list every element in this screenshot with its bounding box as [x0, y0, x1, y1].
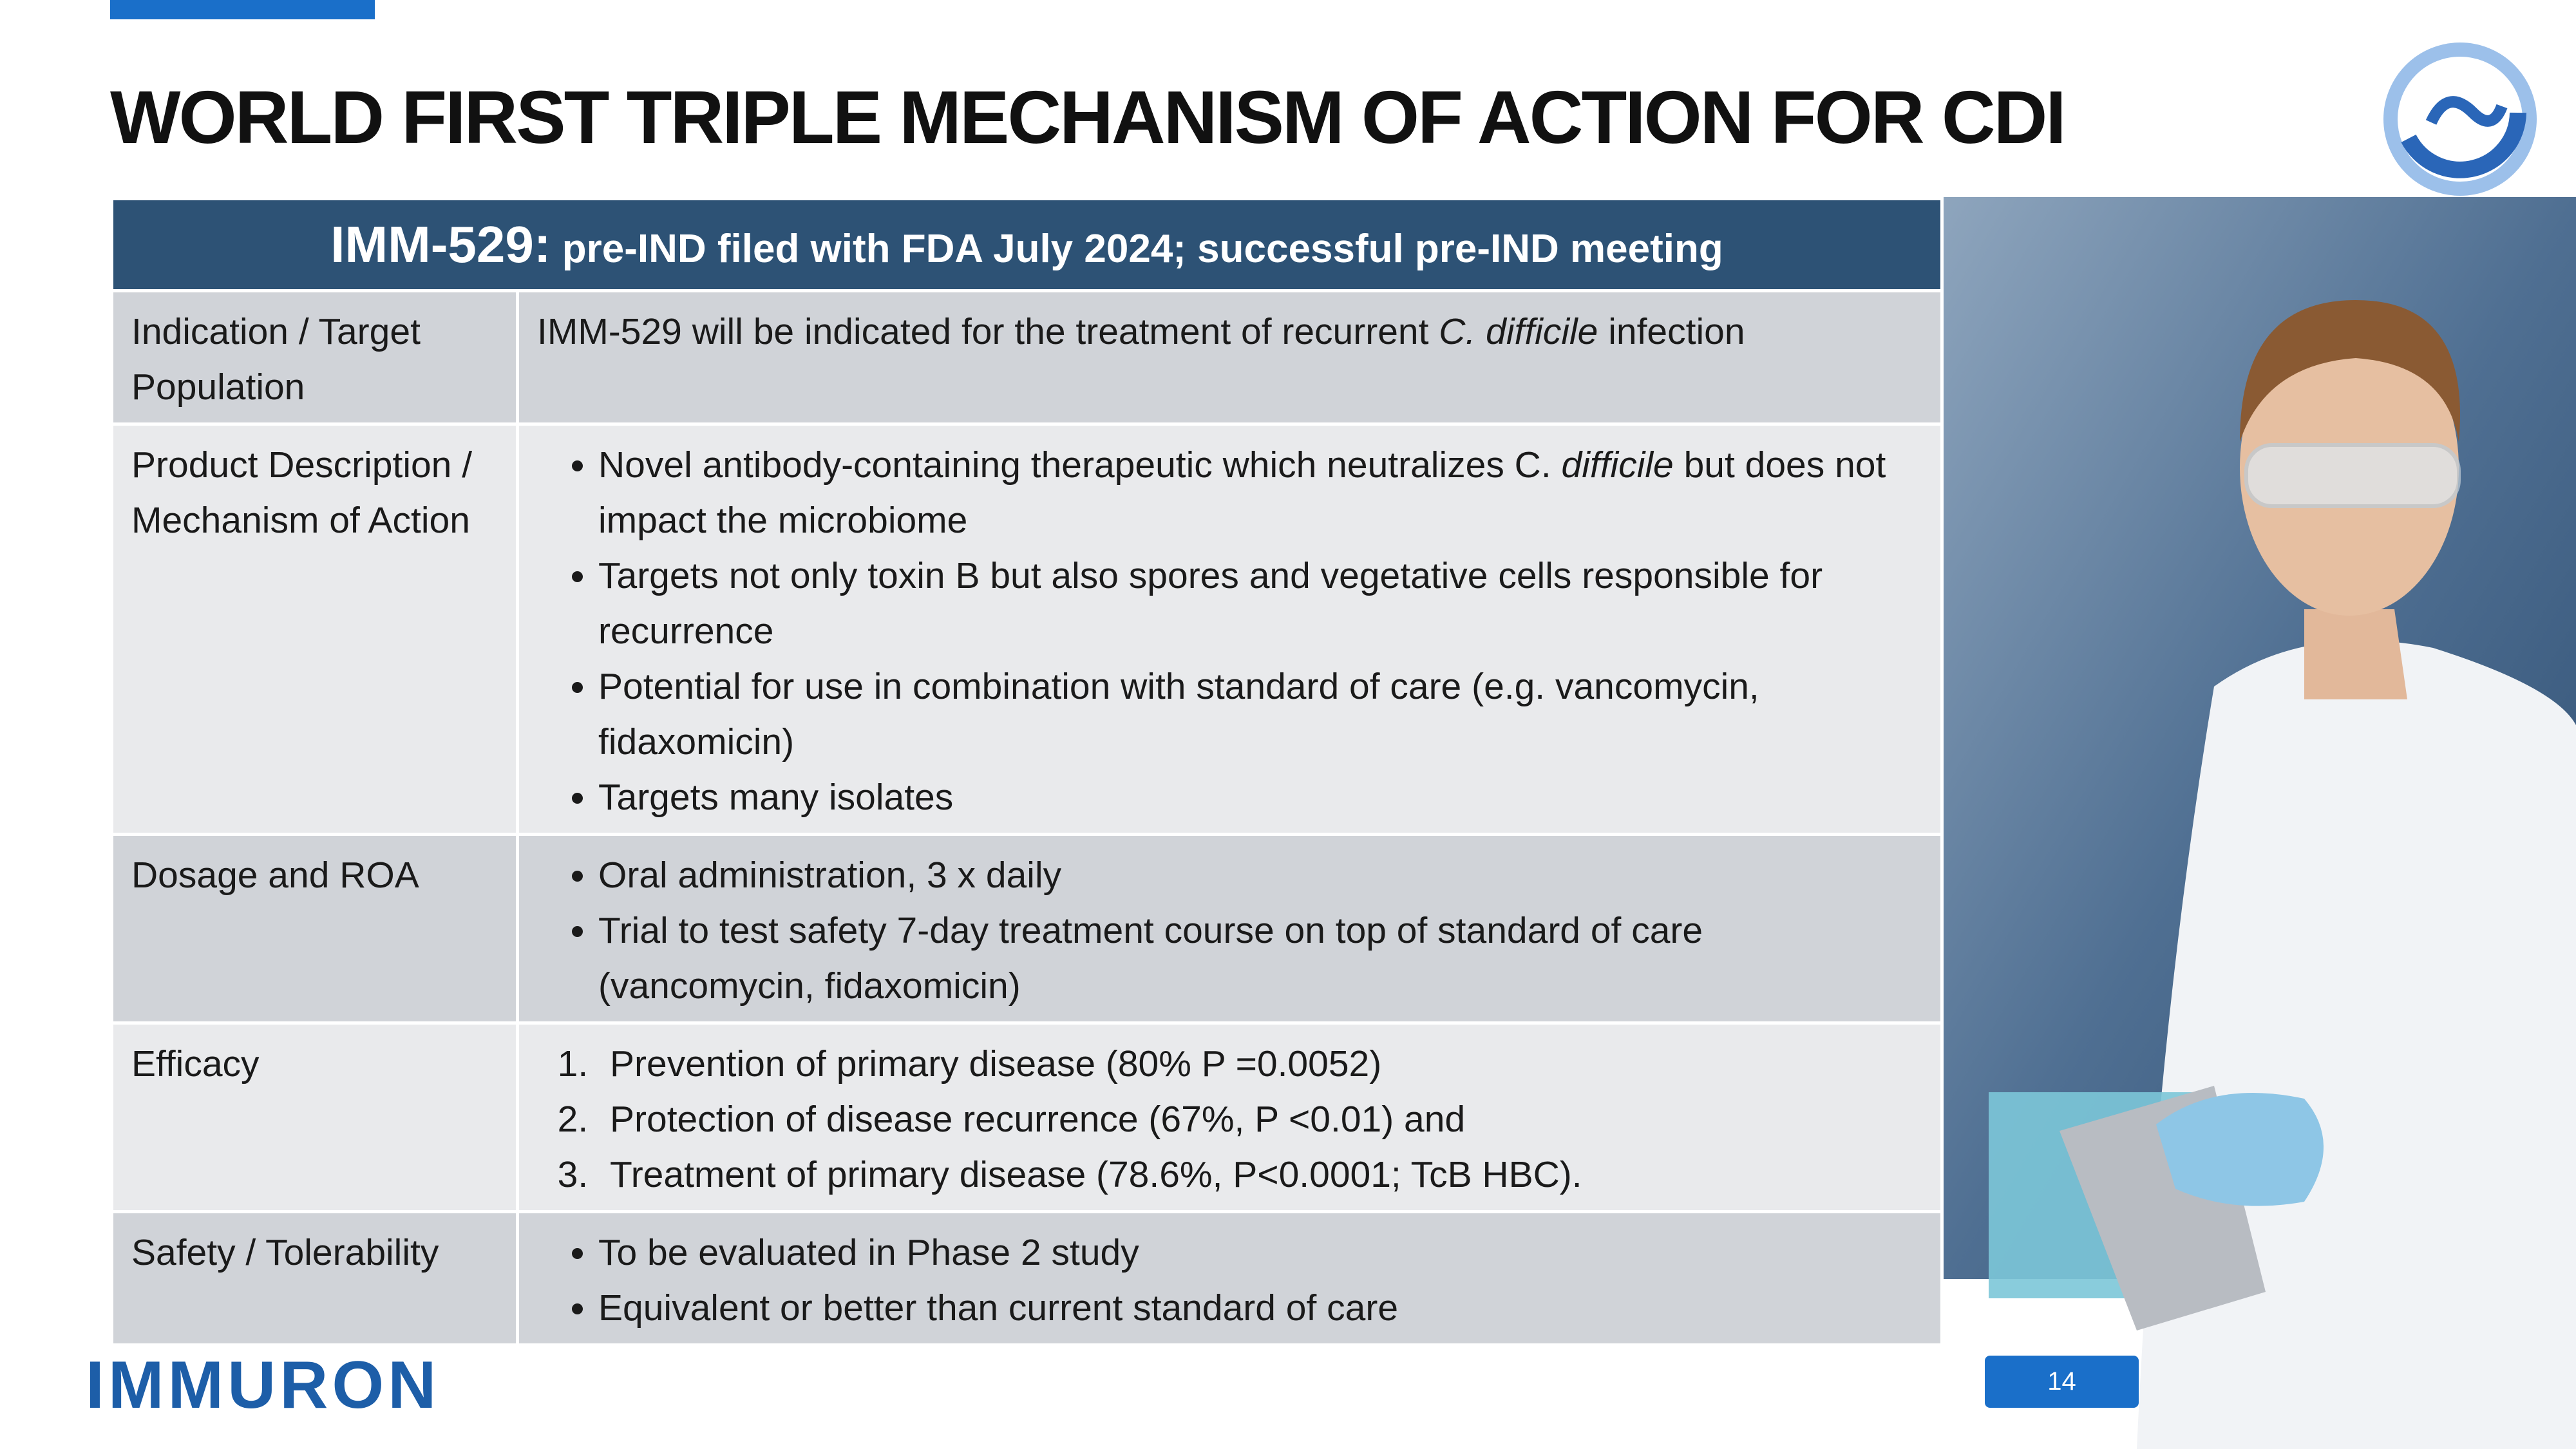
list-item: Prevention of primary disease (80% P =0.…	[598, 1036, 1924, 1092]
list-item: Equivalent or better than current standa…	[598, 1280, 1924, 1336]
text: Trial to test safety 7-day treatment cou…	[598, 910, 1703, 1007]
italic-text: C. difficile	[1439, 311, 1598, 352]
slide-title: WORLD FIRST TRIPLE MECHANISM OF ACTION F…	[110, 75, 2067, 159]
list-item: Potential for use in combination with st…	[598, 659, 1924, 770]
text: Targets not only toxin B but also spores…	[598, 555, 1823, 652]
text: Treatment of primary disease (78.6%, P<0…	[610, 1154, 1582, 1195]
photo	[1944, 197, 2576, 1449]
company-logo: IMMURON	[86, 1348, 440, 1423]
row-content: Prevention of primary disease (80% P =0.…	[516, 1021, 1944, 1213]
row-content: IMM-529 will be indicated for the treatm…	[516, 289, 1944, 426]
row-label: Product Description / Mechanism of Actio…	[110, 422, 519, 836]
row-content: Novel antibody-containing therapeutic wh…	[516, 422, 1944, 836]
accent-bar	[110, 0, 375, 19]
list-item: Novel antibody-containing therapeutic wh…	[598, 437, 1924, 548]
list-item: Oral administration, 3 x daily	[598, 848, 1924, 903]
list: To be evaluated in Phase 2 study Equivale…	[537, 1225, 1924, 1336]
corner-logo	[2383, 43, 2537, 196]
text: Novel antibody-containing therapeutic wh…	[598, 444, 1562, 486]
list-item: Treatment of primary disease (78.6%, P<0…	[598, 1147, 1924, 1202]
table-row: Indication / Target Population IMM-529 wi…	[110, 289, 1944, 426]
list: Oral administration, 3 x daily Trial to t…	[537, 848, 1924, 1014]
text: infection	[1598, 311, 1745, 352]
text: Targets many isolates	[598, 777, 954, 818]
table-row: Safety / TolerabilityTo be evaluated in …	[110, 1210, 1944, 1347]
list-item: Targets many isolates	[598, 770, 1924, 825]
row-label: Indication / Target Population	[110, 289, 519, 426]
list: Novel antibody-containing therapeutic wh…	[537, 437, 1924, 825]
text: IMM-529 will be indicated for the treatm…	[537, 311, 1439, 352]
header-text: pre-IND filed with FDA July 2024; succes…	[562, 227, 1723, 271]
text: Oral administration, 3 x daily	[598, 855, 1062, 896]
text: Equivalent or better than current standa…	[598, 1287, 1399, 1329]
text: To be evaluated in Phase 2 study	[598, 1232, 1139, 1273]
list-item: Protection of disease recurrence (67%, P…	[598, 1092, 1924, 1147]
list: Prevention of primary disease (80% P =0.…	[537, 1036, 1924, 1202]
table-row: Product Description / Mechanism of Actio…	[110, 422, 1944, 836]
list-item: To be evaluated in Phase 2 study	[598, 1225, 1924, 1280]
table-row: Efficacy Prevention of primary disease (8…	[110, 1021, 1944, 1213]
table-header: IMM-529: pre-IND filed with FDA July 202…	[110, 197, 1944, 292]
text: Potential for use in combination with st…	[598, 666, 1759, 762]
row-content: To be evaluated in Phase 2 study Equivale…	[516, 1210, 1944, 1347]
product-table: IMM-529: pre-IND filed with FDA July 202…	[110, 197, 1944, 1347]
table-row: Dosage and ROAOral administration, 3 x d…	[110, 833, 1944, 1025]
page-number-text: 14	[2047, 1367, 2076, 1396]
italic-text: difficile	[1561, 444, 1674, 486]
text: but does not impact the microbiome	[598, 444, 1886, 541]
row-label: Safety / Tolerability	[110, 1210, 519, 1347]
text: Protection of disease recurrence (67%, P…	[610, 1099, 1466, 1140]
row-content: Oral administration, 3 x daily Trial to t…	[516, 833, 1944, 1025]
row-label: Efficacy	[110, 1021, 519, 1213]
list-item: Targets not only toxin B but also spores…	[598, 548, 1924, 659]
header-code: IMM-529:	[330, 216, 551, 273]
row-label: Dosage and ROA	[110, 833, 519, 1025]
list-item: Trial to test safety 7-day treatment cou…	[598, 903, 1924, 1014]
page-number: 14	[1985, 1356, 2139, 1408]
text: Prevention of primary disease (80% P =0.…	[610, 1043, 1382, 1084]
